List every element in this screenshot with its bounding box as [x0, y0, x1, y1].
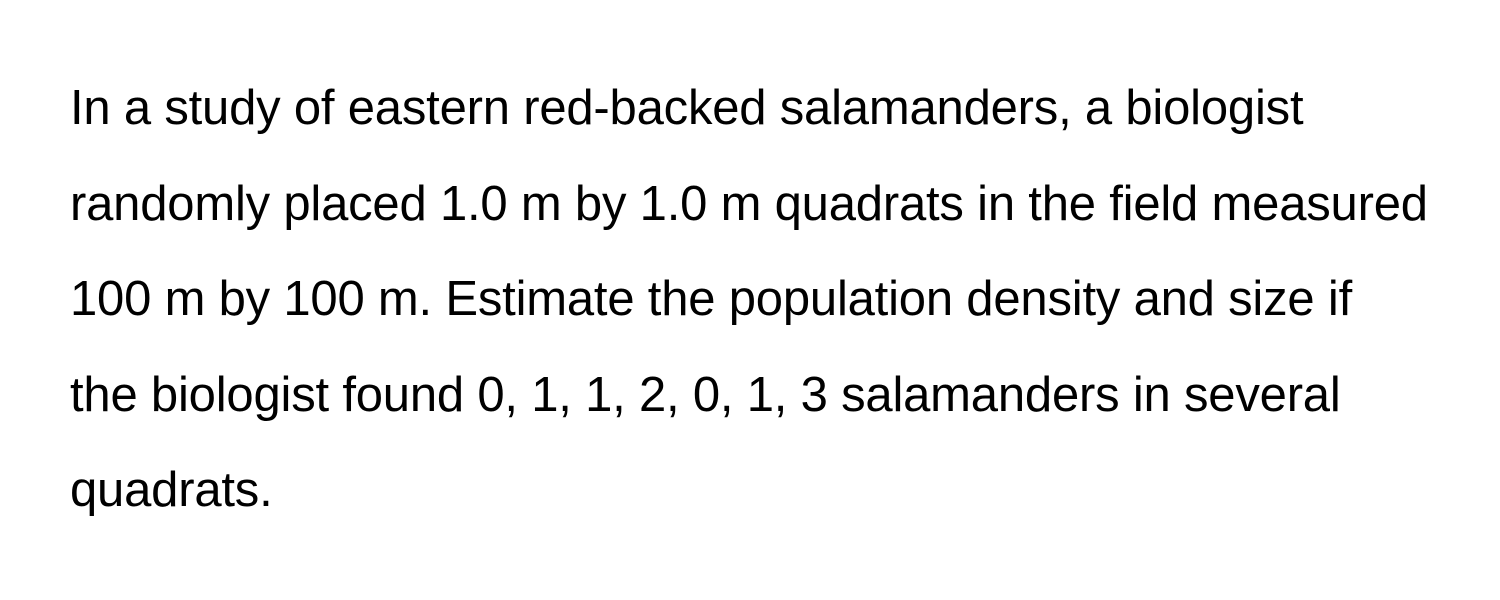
question-text: In a study of eastern red-backed salaman…: [70, 61, 1430, 539]
